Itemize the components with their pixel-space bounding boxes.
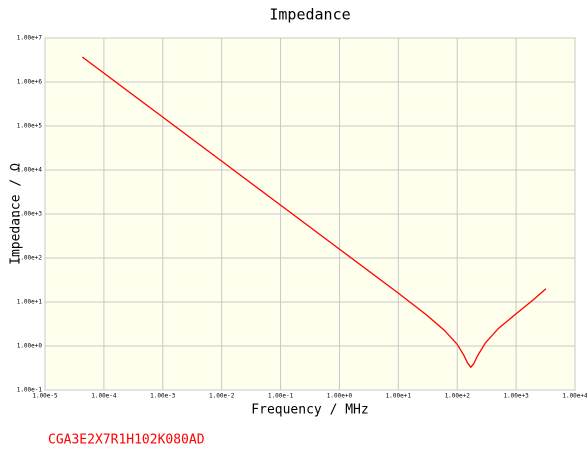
part-number: CGA3E2X7R1H102K080AD [48,433,205,448]
x-tick-label: 1.00e-4 [91,393,117,400]
y-tick-label: 1.00e+7 [17,35,43,42]
x-tick-label: 1.00e+4 [562,393,587,400]
y-tick-label: 1.00e+3 [17,211,43,218]
y-tick-label: 1.00e+5 [17,123,43,130]
y-tick-label: 1.00e+0 [17,343,43,350]
x-tick-label: 1.00e-1 [268,393,294,400]
y-tick-label: 1.00e+4 [17,167,43,174]
x-tick-label: 1.00e-5 [32,393,58,400]
x-tick-label: 1.00e+3 [503,393,529,400]
x-axis-label: Frequency / MHz [251,403,368,418]
x-tick-label: 1.00e-3 [150,393,176,400]
x-tick-label: 1.00e+1 [386,393,412,400]
y-tick-label: 1.00e-1 [17,387,43,394]
impedance-line [81,56,547,369]
chart-title: Impedance [269,6,350,24]
y-axis-label: Impedance / Ω [9,163,24,265]
x-tick-label: 1.00e+2 [445,393,471,400]
x-tick-label: 1.00e+0 [327,393,353,400]
x-tick-label: 1.00e-2 [209,393,235,400]
y-tick-label: 1.00e+1 [17,299,43,306]
y-tick-label: 1.00e+6 [17,79,43,86]
y-tick-label: 1.00e+2 [17,255,43,262]
